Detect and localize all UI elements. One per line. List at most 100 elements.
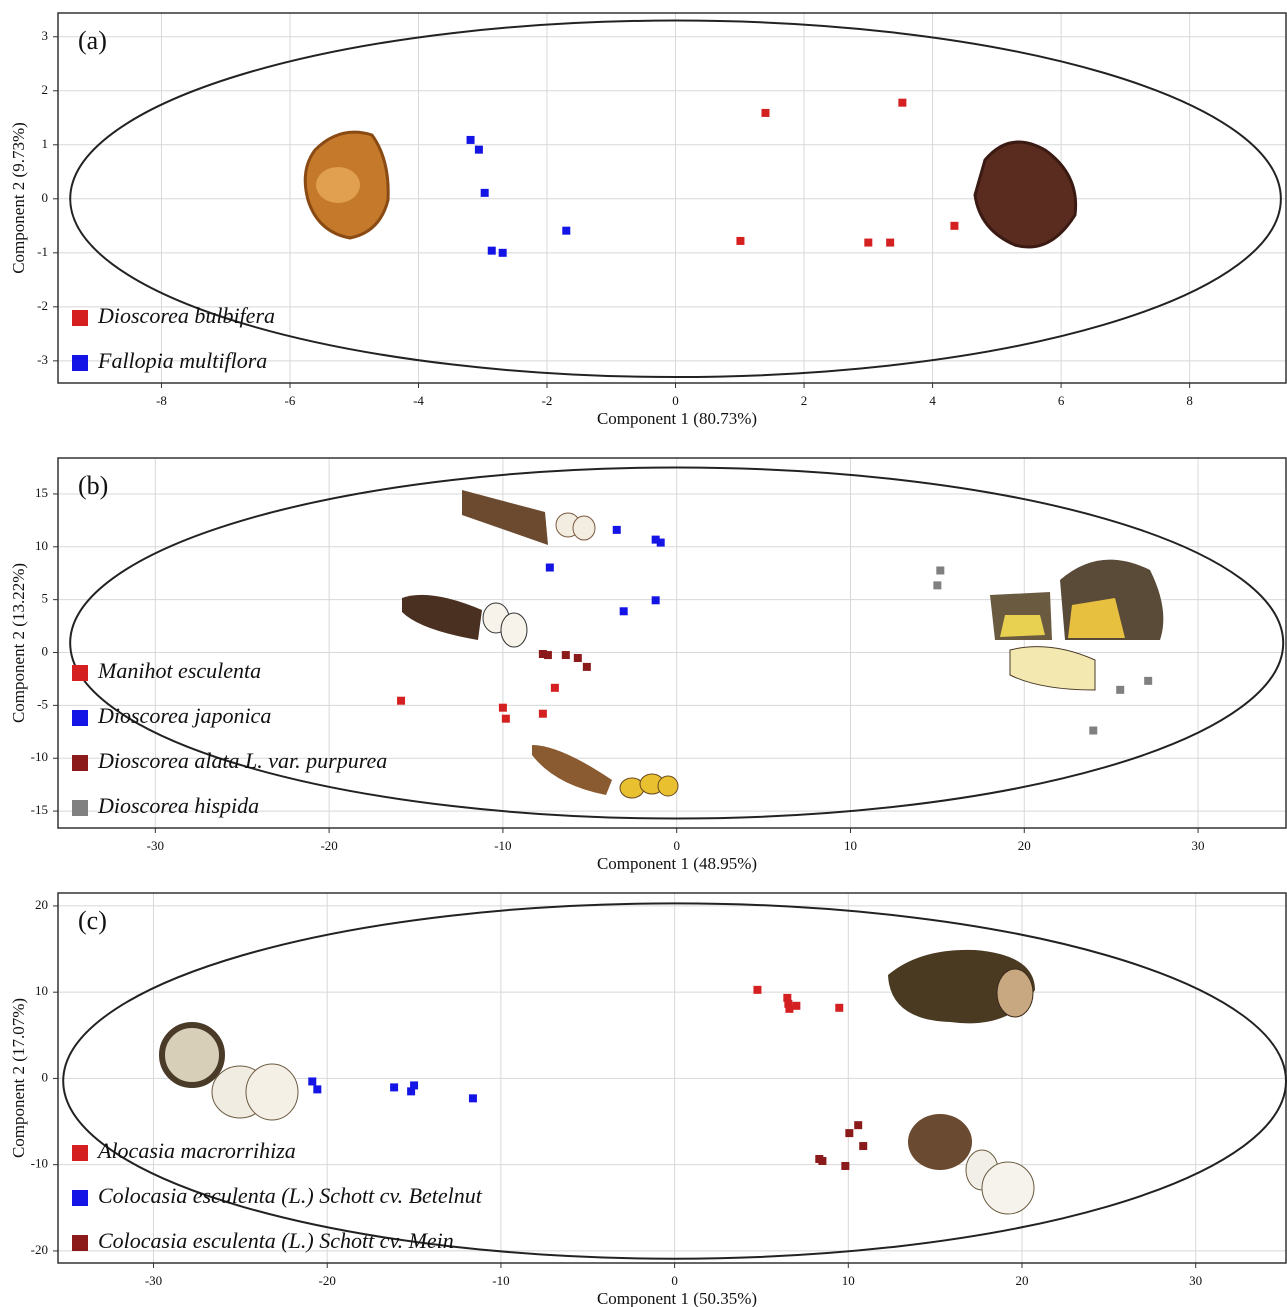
panel-label: (a) xyxy=(78,26,107,55)
point xyxy=(551,684,559,692)
point xyxy=(886,239,894,247)
photo-slice xyxy=(982,1162,1034,1214)
y-tick-label: 15 xyxy=(35,485,48,500)
x-tick-label: -30 xyxy=(145,1273,162,1288)
x-tick-label: 10 xyxy=(844,838,857,853)
point xyxy=(761,109,769,117)
x-tick-label: 20 xyxy=(1015,1273,1028,1288)
x-tick-label: 30 xyxy=(1192,838,1205,853)
x-tick-label: 10 xyxy=(842,1273,855,1288)
legend-swatch xyxy=(72,1145,88,1161)
photo-corm xyxy=(162,1025,222,1085)
photo-corm xyxy=(908,1114,972,1170)
figure: -8-6-4-2024683210-1-2-3-30-20-1001020301… xyxy=(0,0,1287,1307)
point xyxy=(864,239,872,247)
y-tick-label: 0 xyxy=(42,643,49,658)
y-tick-label: 3 xyxy=(42,28,49,43)
legend-label: Colocasia esculenta (L.) Schott cv. Mein xyxy=(98,1228,454,1253)
point xyxy=(410,1081,418,1089)
point xyxy=(469,1094,477,1102)
legend-swatch xyxy=(72,755,88,771)
x-tick-label: -10 xyxy=(492,1273,509,1288)
point xyxy=(475,146,483,154)
y-tick-label: -10 xyxy=(31,1156,48,1171)
y-tick-label: -5 xyxy=(37,696,48,711)
photo-slice xyxy=(246,1064,298,1120)
x-tick-label: 30 xyxy=(1189,1273,1202,1288)
x-axis-label: Component 1 (80.73%) xyxy=(597,409,757,428)
panel-label: (b) xyxy=(78,471,108,500)
photo-slice xyxy=(316,167,360,203)
y-tick-label: -3 xyxy=(37,352,48,367)
point xyxy=(933,581,941,589)
point xyxy=(539,710,547,718)
x-tick-label: 6 xyxy=(1058,393,1065,408)
legend-label: Dioscorea bulbifera xyxy=(97,303,275,328)
x-tick-label: -6 xyxy=(285,393,296,408)
y-tick-label: 1 xyxy=(42,136,49,151)
point xyxy=(546,564,554,572)
point xyxy=(841,1162,849,1170)
x-tick-label: -4 xyxy=(413,393,424,408)
x-tick-label: 4 xyxy=(929,393,936,408)
legend-label: Colocasia esculenta (L.) Schott cv. Bete… xyxy=(98,1183,483,1208)
photo-slice xyxy=(658,776,678,796)
point xyxy=(845,1129,853,1137)
photo-slice xyxy=(501,613,527,647)
legend-swatch xyxy=(72,310,88,326)
point xyxy=(397,697,405,705)
x-tick-label: 0 xyxy=(671,1273,678,1288)
point xyxy=(499,249,507,257)
y-tick-label: -15 xyxy=(31,802,48,817)
y-tick-label: 0 xyxy=(42,1069,49,1084)
point xyxy=(784,1000,792,1008)
legend-label: Dioscorea japonica xyxy=(97,703,271,728)
x-tick-label: -30 xyxy=(147,838,164,853)
legend-label: Alocasia macrorrihiza xyxy=(96,1138,296,1163)
legend-swatch xyxy=(72,1190,88,1206)
point xyxy=(481,189,489,197)
x-axis-label: Component 1 (50.35%) xyxy=(597,1289,757,1307)
point xyxy=(583,663,591,671)
point xyxy=(1116,686,1124,694)
point xyxy=(544,651,552,659)
point xyxy=(574,654,582,662)
legend-swatch xyxy=(72,1235,88,1251)
x-tick-label: 0 xyxy=(672,393,679,408)
legend-swatch xyxy=(72,800,88,816)
point xyxy=(950,222,958,230)
point xyxy=(936,566,944,574)
photo-slice xyxy=(573,516,595,540)
point xyxy=(313,1085,321,1093)
legend-label: Dioscorea alata L. var. purpurea xyxy=(97,748,387,773)
y-tick-label: 5 xyxy=(42,591,49,606)
point xyxy=(854,1121,862,1129)
panel-label: (c) xyxy=(78,906,107,935)
point xyxy=(859,1142,867,1150)
x-tick-label: 8 xyxy=(1186,393,1193,408)
photo-flesh xyxy=(1000,615,1045,637)
x-tick-label: -10 xyxy=(494,838,511,853)
point xyxy=(488,247,496,255)
photo-slice xyxy=(997,969,1033,1017)
point xyxy=(1144,677,1152,685)
legend-swatch xyxy=(72,665,88,681)
x-tick-label: -20 xyxy=(319,1273,336,1288)
y-axis-label: Component 2 (9.73%) xyxy=(9,122,28,274)
legend-label: Dioscorea hispida xyxy=(97,793,259,818)
point xyxy=(898,99,906,107)
y-tick-label: -20 xyxy=(31,1242,48,1257)
point xyxy=(562,651,570,659)
point xyxy=(818,1157,826,1165)
x-tick-label: 0 xyxy=(673,838,680,853)
point xyxy=(652,596,660,604)
y-tick-label: 0 xyxy=(42,190,49,205)
point xyxy=(499,704,507,712)
x-tick-label: 2 xyxy=(801,393,808,408)
legend-swatch xyxy=(72,710,88,726)
y-tick-label: 10 xyxy=(35,983,48,998)
y-tick-label: 20 xyxy=(35,897,48,912)
point xyxy=(562,227,570,235)
y-axis-label: Component 2 (13.22%) xyxy=(9,563,28,723)
y-tick-label: -2 xyxy=(37,298,48,313)
